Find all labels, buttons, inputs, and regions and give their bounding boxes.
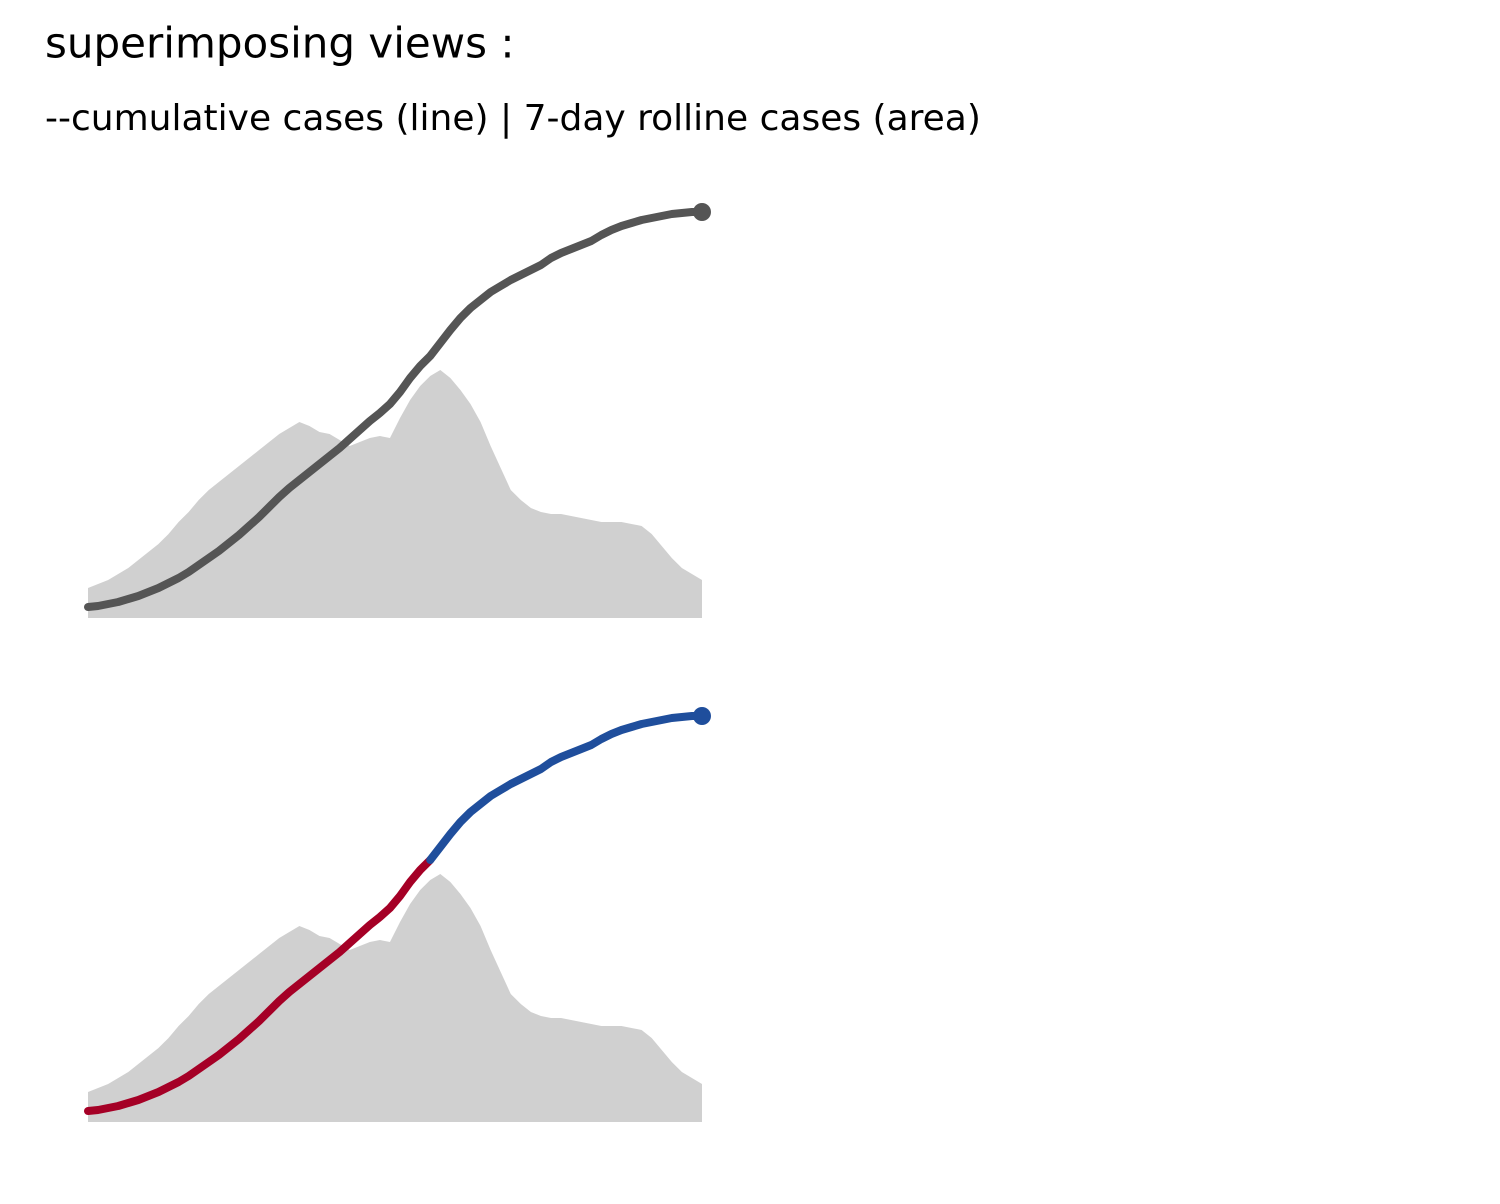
line <box>84 208 706 611</box>
title: superimposing views : <box>45 19 515 68</box>
end-dot <box>693 203 711 221</box>
subtitle: --cumulative cases (line) | 7-day rollin… <box>45 98 981 139</box>
line <box>426 712 706 864</box>
area <box>88 370 702 618</box>
line <box>84 856 435 1115</box>
area <box>88 874 702 1122</box>
end-dot <box>693 707 711 725</box>
